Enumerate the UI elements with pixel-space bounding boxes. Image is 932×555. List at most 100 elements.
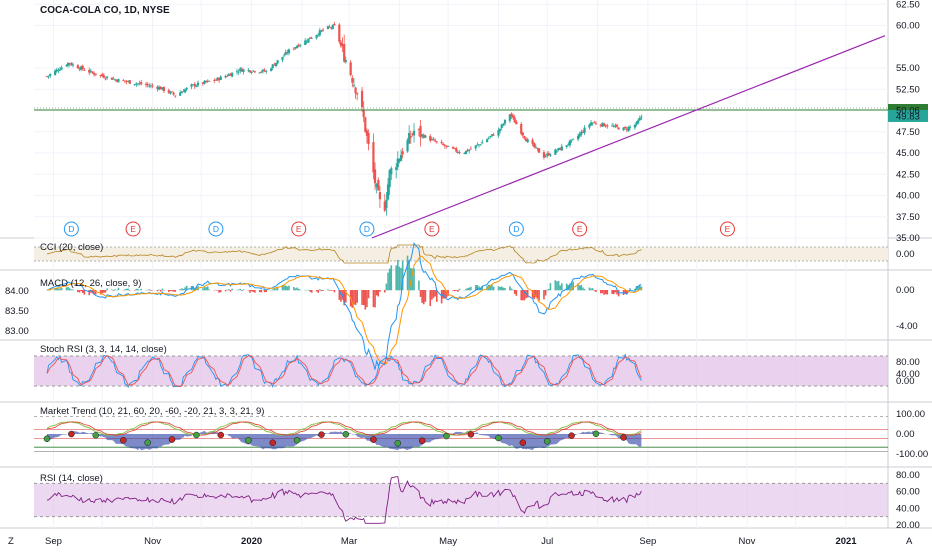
- stoch-band: [34, 356, 888, 386]
- macd-hist-bar: [275, 289, 277, 291]
- mt-signal-dot: [419, 438, 425, 444]
- mt-signal-dot: [68, 431, 74, 437]
- candle-body: [374, 169, 376, 183]
- macd-hist-bar: [264, 290, 266, 292]
- candle-body: [242, 69, 244, 72]
- macd-hist-bar: [361, 290, 363, 305]
- price-tick-label: 60.00: [896, 21, 920, 32]
- candle-body: [549, 155, 551, 156]
- mt-signal-dot: [444, 433, 450, 439]
- mt-signal-dot: [569, 433, 575, 439]
- macd-hist-bar: [377, 290, 379, 297]
- macd-hist-bar: [136, 289, 138, 290]
- candle-body: [59, 70, 61, 71]
- event-marker-label: E: [577, 224, 583, 234]
- rsi-tick-label: 40.00: [896, 503, 920, 514]
- candle-body: [379, 192, 381, 199]
- mt-signal-dot: [218, 432, 224, 438]
- candle-body: [163, 87, 165, 91]
- macd-hist-bar: [228, 289, 230, 290]
- candle-body: [49, 74, 51, 76]
- macd-hist-bar: [421, 290, 423, 303]
- macd-hist-bar: [113, 290, 115, 291]
- candle-body: [441, 142, 443, 143]
- rsi-tick-label: 20.00: [896, 520, 920, 531]
- candle-body: [304, 40, 306, 45]
- macd-hist-bar: [365, 290, 367, 310]
- mt-signal-dot: [544, 438, 550, 444]
- price-tick-label: 55.00: [896, 63, 920, 74]
- macd-hist-bar: [111, 290, 113, 291]
- candle-body: [147, 84, 149, 85]
- candle-body: [307, 39, 309, 43]
- candle-body: [322, 30, 324, 31]
- candle-body: [538, 148, 540, 152]
- macd-hist-bar: [252, 290, 254, 292]
- candle-body: [629, 127, 631, 128]
- price-tick-label: 45.00: [896, 148, 920, 159]
- candle-body: [354, 88, 356, 94]
- candle-body: [533, 143, 535, 147]
- macd-hist-bar: [498, 286, 500, 290]
- mt-signal-dot: [520, 440, 526, 446]
- macd-hist-bar: [205, 287, 207, 290]
- candle-body: [570, 140, 572, 141]
- candle-body: [468, 150, 470, 151]
- candle-body: [364, 117, 366, 131]
- macd-hist-bar: [579, 285, 581, 290]
- macd-hist-bar: [452, 290, 454, 291]
- macd-hist-bar: [384, 290, 386, 292]
- candle-body: [275, 63, 277, 66]
- macd-hist-bar: [238, 290, 240, 291]
- candle-body: [171, 91, 173, 92]
- macd-hist-bar: [550, 283, 552, 290]
- candle-body: [343, 44, 345, 62]
- mt-title: Market Trend (10, 21, 60, 20, -60, -20, …: [40, 406, 264, 417]
- macd-hist-bar: [321, 290, 323, 291]
- mt-signal-dot: [395, 440, 401, 446]
- macd-hist-bar: [181, 288, 183, 290]
- candle-body: [556, 151, 558, 152]
- candle-body: [356, 93, 358, 94]
- macd-hist-bar: [71, 289, 73, 290]
- price-tick-label: 47.50: [896, 127, 920, 138]
- mt-signal-dot: [93, 432, 99, 438]
- macd-hist-bar: [455, 290, 457, 291]
- macd-hist-bar: [243, 289, 245, 290]
- candle-body: [95, 74, 97, 75]
- macd-hist-bar: [593, 290, 595, 291]
- chart-title: COCA-COLA CO, 1D, NYSE: [40, 5, 170, 16]
- macd-hist-bar: [511, 289, 513, 291]
- macd-hist-bar: [465, 289, 467, 290]
- macd-hist-bar: [239, 289, 241, 290]
- macd-hist-bar: [157, 290, 159, 291]
- macd-hist-bar: [300, 290, 302, 291]
- macd-hist-bar: [559, 285, 561, 290]
- grid-lines: [34, 0, 888, 528]
- candle-body: [512, 116, 514, 118]
- macd-hist-bar: [82, 290, 84, 293]
- candle-body: [333, 24, 335, 25]
- candle-body: [327, 26, 329, 29]
- macd-hist-bar: [425, 290, 427, 302]
- rsi-title: RSI (14, close): [40, 473, 103, 484]
- macd-hist-bar: [501, 287, 503, 291]
- macd-hist-bar: [183, 289, 185, 290]
- candle-body: [595, 123, 597, 124]
- text-layer: 62.5060.0055.0052.5047.5045.0042.5040.00…: [5, 0, 928, 547]
- time-tick-label: Jul: [541, 536, 553, 547]
- candle-body: [353, 85, 355, 86]
- macd-hist-bar: [606, 290, 608, 295]
- macd-hist-bar: [512, 290, 514, 291]
- macd-hist-bar: [293, 287, 295, 290]
- candle-body: [140, 82, 142, 84]
- rsi-tick-label: 80.00: [896, 470, 920, 481]
- candle-body: [640, 117, 642, 118]
- macd-hist-bar: [611, 290, 613, 294]
- macd-hist-bar: [355, 290, 357, 305]
- candle-body: [283, 55, 285, 56]
- mt-signal-dot: [370, 437, 376, 443]
- mt-signal-dot: [169, 436, 175, 442]
